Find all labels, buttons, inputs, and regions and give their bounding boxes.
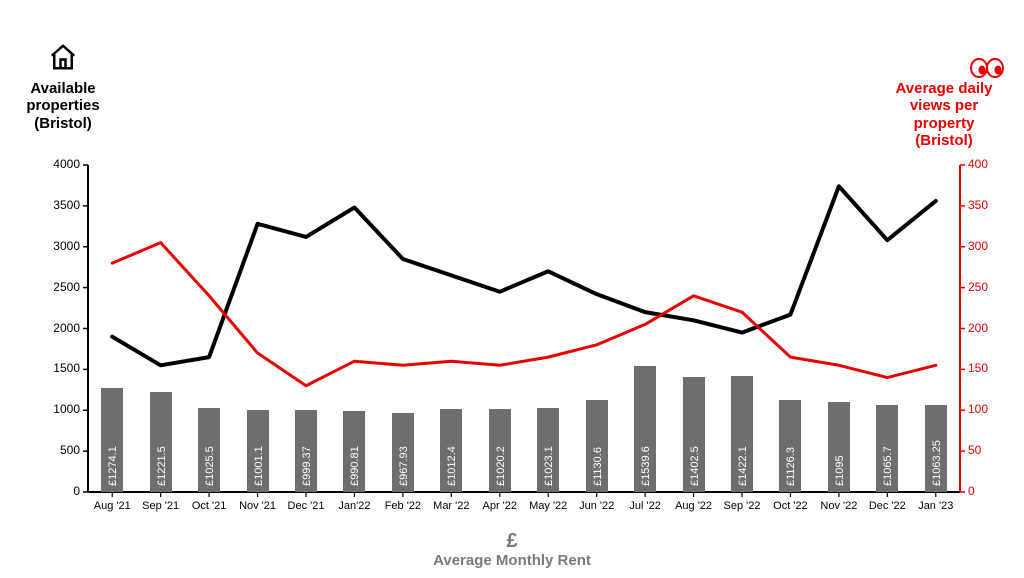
right-axis-tick: 300 — [968, 239, 1008, 253]
right-axis-tick: 350 — [968, 198, 1008, 212]
rent-bar-label: £967.93 — [398, 446, 410, 486]
rent-bar-label: £1095 — [834, 455, 846, 486]
left-axis-tick: 2000 — [40, 321, 80, 335]
currency-symbol: £ — [0, 530, 1024, 553]
right-axis-tick: 400 — [968, 157, 1008, 171]
x-axis-label: Jan '23 — [906, 500, 966, 512]
right-axis-tick: 200 — [968, 321, 1008, 335]
rent-bar-label: £1025.5 — [204, 446, 216, 486]
rent-bar-label: £1221.5 — [156, 446, 168, 486]
rent-bar-label: £1402.5 — [689, 446, 701, 486]
rent-bar-label: £1065.7 — [882, 446, 894, 486]
bottom-caption: Average Monthly Rent — [0, 552, 1024, 569]
rent-bar-label: £1422.1 — [737, 446, 749, 486]
right-axis-tick: 250 — [968, 280, 1008, 294]
left-axis-tick: 2500 — [40, 280, 80, 294]
left-axis-tick: 1000 — [40, 402, 80, 416]
right-axis-tick: 100 — [968, 402, 1008, 416]
rent-bar-label: £1274.1 — [107, 446, 119, 486]
left-axis-tick: 500 — [40, 443, 80, 457]
right-axis-tick: 50 — [968, 443, 1008, 457]
rent-bar-label: £1130.6 — [592, 447, 604, 486]
right-axis-tick: 0 — [968, 484, 1008, 498]
chart-stage: Available properties (Bristol) Average d… — [0, 0, 1024, 578]
right-axis-tick: 150 — [968, 361, 1008, 375]
rent-bar-label: £1001.1 — [253, 446, 265, 486]
rent-bar-label: £990.81 — [349, 446, 361, 486]
rent-bar-label: £999.37 — [301, 446, 313, 486]
rent-bar-label: £1023.1 — [543, 446, 555, 486]
rent-bar-label: £1063.25 — [931, 440, 943, 486]
rent-bar-label: £1012.4 — [446, 446, 458, 486]
rent-bar-label: £1539.6 — [640, 446, 652, 486]
left-axis-tick: 3500 — [40, 198, 80, 212]
left-axis-tick: 4000 — [40, 157, 80, 171]
left-axis-tick: 3000 — [40, 239, 80, 253]
rent-bar-label: £1020.2 — [495, 446, 507, 486]
left-axis-tick: 0 — [40, 484, 80, 498]
left-axis-tick: 1500 — [40, 361, 80, 375]
rent-bar-label: £1126.3 — [785, 447, 797, 486]
